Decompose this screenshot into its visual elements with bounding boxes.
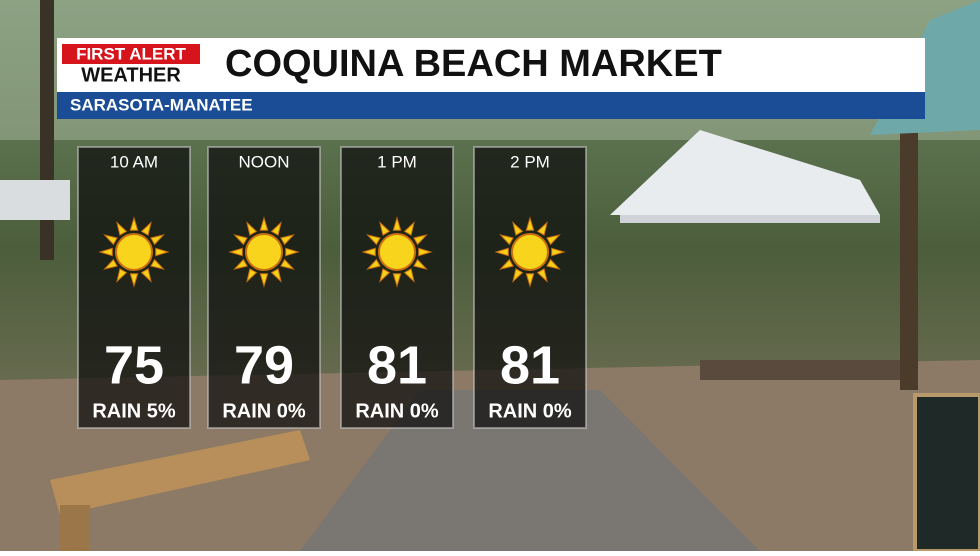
sun-ray xyxy=(233,234,248,246)
sun-ray xyxy=(499,258,514,270)
temperature: 75 xyxy=(104,335,164,395)
subtitle-bar xyxy=(57,92,925,119)
sun-icon xyxy=(245,233,283,271)
temperature: 79 xyxy=(234,335,294,395)
sun-ray xyxy=(512,221,524,236)
time-label: 10 AM xyxy=(110,152,158,171)
sun-ray xyxy=(366,258,381,270)
sun-ray xyxy=(379,221,391,236)
logo-top: FIRST ALERT xyxy=(76,44,186,63)
sun-ray xyxy=(259,216,269,231)
sun-ray xyxy=(361,247,376,257)
sun-ray xyxy=(129,216,139,231)
sun-ray xyxy=(280,234,295,246)
sun-ray xyxy=(150,234,165,246)
tent xyxy=(620,215,880,223)
tent xyxy=(610,130,880,215)
sun-ray xyxy=(525,216,535,231)
sun-ray xyxy=(494,247,509,257)
sun-ray xyxy=(551,247,566,257)
sun-ray xyxy=(140,221,152,236)
sun-ray xyxy=(246,268,258,283)
sun-ray xyxy=(525,273,535,288)
sun-ray xyxy=(536,268,548,283)
sun-ray xyxy=(403,268,415,283)
rain-chance: RAIN 5% xyxy=(92,400,176,422)
sun-ray xyxy=(392,216,402,231)
subtitle: SARASOTA-MANATEE xyxy=(70,95,253,114)
logo-bottom: WEATHER xyxy=(81,64,181,86)
sun-ray xyxy=(129,273,139,288)
time-label: NOON xyxy=(239,152,290,171)
sun-ray xyxy=(499,234,514,246)
sun-ray xyxy=(140,268,152,283)
sun-ray xyxy=(246,221,258,236)
sun-ray xyxy=(512,268,524,283)
sun-ray xyxy=(259,273,269,288)
path xyxy=(300,390,760,551)
sun-ray xyxy=(116,221,128,236)
forecast-panels: 10 AM 75 RAIN 5% NOON 79 RAIN 0% 1 PM 81 RAIN 0%… xyxy=(77,146,587,429)
time-label: 1 PM xyxy=(377,152,417,171)
temperature: 81 xyxy=(500,335,560,395)
temperature: 81 xyxy=(367,335,427,395)
sun-ray xyxy=(536,221,548,236)
sun-icon xyxy=(115,233,153,271)
sun-ray xyxy=(233,258,248,270)
sun-icon xyxy=(378,233,416,271)
sun-ray xyxy=(546,258,561,270)
sun-ray xyxy=(546,234,561,246)
sun-ray xyxy=(155,247,170,257)
time-label: 2 PM xyxy=(510,152,550,171)
sun-ray xyxy=(379,268,391,283)
bench xyxy=(50,430,310,515)
tree-trunk xyxy=(900,130,918,390)
sun-ray xyxy=(103,258,118,270)
sun-ray xyxy=(98,247,113,257)
bench xyxy=(60,505,90,551)
table xyxy=(700,360,900,380)
sun-ray xyxy=(228,247,243,257)
sun-ray xyxy=(413,258,428,270)
sun-ray xyxy=(270,268,282,283)
sun-ray xyxy=(392,273,402,288)
sun-ray xyxy=(403,221,415,236)
forecast-panel xyxy=(207,146,321,429)
sun-ray xyxy=(150,258,165,270)
sun-ray xyxy=(366,234,381,246)
rain-chance: RAIN 0% xyxy=(355,400,439,422)
header-bar xyxy=(57,38,925,92)
tree-trunk xyxy=(40,0,54,260)
sun-ray xyxy=(270,221,282,236)
title: COQUINA BEACH MARKET xyxy=(225,43,722,85)
sun-ray xyxy=(285,247,300,257)
rain-chance: RAIN 0% xyxy=(222,400,306,422)
rain-chance: RAIN 0% xyxy=(488,400,572,422)
sun-icon xyxy=(511,233,549,271)
logo-box xyxy=(62,44,200,64)
tent xyxy=(0,180,70,220)
chalkboard xyxy=(913,393,980,553)
sun-ray xyxy=(413,234,428,246)
sun-ray xyxy=(418,247,433,257)
sun-ray xyxy=(280,258,295,270)
sun-ray xyxy=(116,268,128,283)
sun-ray xyxy=(103,234,118,246)
